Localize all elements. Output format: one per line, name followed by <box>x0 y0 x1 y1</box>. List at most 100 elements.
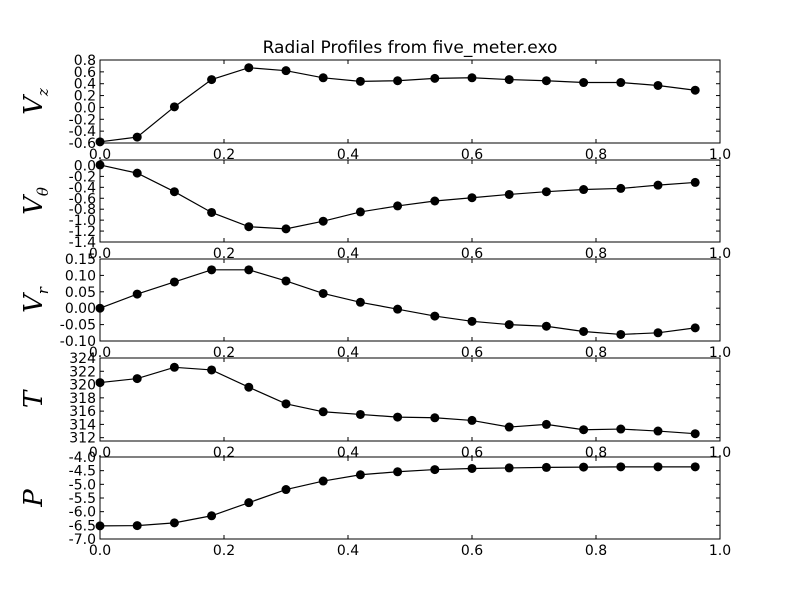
pressure-xtick-label: 0.0 <box>89 543 111 559</box>
pressure-data-point <box>541 462 551 472</box>
temperature-ylabel-base: T <box>19 389 49 408</box>
vz-ytick-label: -0.6 <box>69 136 96 152</box>
vtheta-xtick-label: 0.0 <box>89 246 111 262</box>
pressure-ylabel: P <box>19 489 49 508</box>
temperature-data-point <box>690 429 700 439</box>
temperature-ylabel: T <box>19 389 49 408</box>
vtheta-data-point <box>355 207 365 217</box>
temperature-ytick-label: 324 <box>69 351 96 367</box>
vr-ylabel-base: V <box>19 292 49 313</box>
vtheta-data-point <box>95 160 105 170</box>
vtheta-ytick-label: -0.8 <box>69 202 96 218</box>
pressure-ytick-label: -7.0 <box>69 532 96 548</box>
temperature-data-point <box>355 409 365 419</box>
vz-data-point <box>244 63 254 73</box>
pressure-ytick-label: -4.5 <box>69 464 96 480</box>
temperature-data-point <box>169 362 179 372</box>
vr-xtick-label: 0.2 <box>213 345 235 361</box>
vr-data-point <box>318 288 328 298</box>
pressure-data-point <box>244 498 254 508</box>
vr-data-point <box>579 326 589 336</box>
pressure-xtick-label: 0.8 <box>585 543 607 559</box>
pressure-data-point <box>430 465 440 475</box>
vz-ytick-label: 0.4 <box>74 77 96 93</box>
temperature-data-point <box>541 419 551 429</box>
vr-axes-frame <box>99 258 721 342</box>
pressure-data-point <box>467 463 477 473</box>
pressure-data-point <box>653 462 663 472</box>
vr-data-point <box>653 328 663 338</box>
vz-data-point <box>355 76 365 86</box>
temperature-series-line <box>99 366 696 435</box>
vz-data-point <box>318 73 328 83</box>
vz-ylabel-subscript: z <box>34 88 52 97</box>
temperature-data-point <box>95 378 105 388</box>
pressure-ytick-label: -5.5 <box>69 491 96 507</box>
vr-series-line <box>99 269 696 336</box>
vz-xtick-label: 0.2 <box>213 147 235 163</box>
vz-data-point <box>207 75 217 85</box>
vtheta-data-point <box>281 224 291 234</box>
vtheta-data-point <box>169 187 179 197</box>
pressure-data-point <box>281 485 291 495</box>
panel-vr: 0.0 0.2 0.4 0.6 0.8 1.0 -0.10-0.050.000.050.10… <box>19 252 731 361</box>
temperature-data-point <box>393 412 403 422</box>
pressure-ytick-label: -5.0 <box>69 477 96 493</box>
pressure-xtick-label: 0.2 <box>213 543 235 559</box>
vz-data-point <box>281 66 291 76</box>
vz-data-point <box>169 102 179 112</box>
pressure-xtick-label: 1.0 <box>709 543 731 559</box>
vtheta-ylabel-subscript: θ <box>34 187 52 196</box>
pressure-data-point <box>207 511 217 521</box>
vtheta-data-point <box>504 189 514 199</box>
vtheta-ytick-label: -0.6 <box>69 191 96 207</box>
temperature-data-point <box>467 415 477 425</box>
vtheta-data-point <box>653 180 663 190</box>
vz-data-point <box>132 132 142 142</box>
vz-data-point <box>616 78 626 88</box>
vr-ytick-label: -0.05 <box>60 318 96 334</box>
vz-data-point <box>393 76 403 86</box>
vr-data-point <box>430 311 440 321</box>
temperature-axes-frame <box>99 357 721 442</box>
vz-ytick-label: -0.2 <box>69 112 96 128</box>
vr-ytick-label: 0.00 <box>65 301 96 317</box>
pressure-data-point <box>579 462 589 472</box>
vr-data-point <box>616 329 626 339</box>
vz-ytick-label: -0.4 <box>69 124 96 140</box>
vtheta-data-point <box>244 222 254 232</box>
vr-xtick-label: 0.0 <box>89 345 111 361</box>
temperature-ytick-label: 318 <box>69 391 96 407</box>
vz-data-point <box>541 76 551 86</box>
pressure-data-point <box>169 518 179 528</box>
pressure-xtick-label: 0.6 <box>461 543 483 559</box>
vtheta-ytick-label: -1.0 <box>69 213 96 229</box>
temperature-data-point <box>504 422 514 432</box>
vtheta-ytick-label: 0.0 <box>74 158 96 174</box>
temperature-data-point <box>318 407 328 417</box>
temperature-data-point <box>653 426 663 436</box>
vz-data-point <box>690 85 700 95</box>
vr-xtick-label: 0.4 <box>337 345 359 361</box>
pressure-data-point <box>616 462 626 472</box>
vr-xtick-label: 0.8 <box>585 345 607 361</box>
vz-xtick-label: 0.6 <box>461 147 483 163</box>
vr-data-point <box>207 265 217 275</box>
vz-ytick-label: 0.8 <box>74 53 96 69</box>
temperature-ytick-label: 320 <box>69 378 96 394</box>
vz-data-point <box>467 73 477 83</box>
chart-title: Radial Profiles from five_meter.exo <box>263 38 558 58</box>
vr-data-point <box>504 320 514 330</box>
pressure-data-point <box>318 476 328 486</box>
vtheta-data-point <box>616 183 626 193</box>
vr-data-point <box>393 304 403 314</box>
vr-data-point <box>132 289 142 299</box>
temperature-ytick-label: 316 <box>69 404 96 420</box>
vtheta-data-point <box>318 216 328 226</box>
vr-ytick-label: 0.15 <box>65 252 96 268</box>
vz-data-point <box>95 137 105 147</box>
vtheta-xtick-label: 0.6 <box>461 246 483 262</box>
pressure-axes-frame <box>99 456 721 540</box>
vtheta-data-point <box>690 177 700 187</box>
